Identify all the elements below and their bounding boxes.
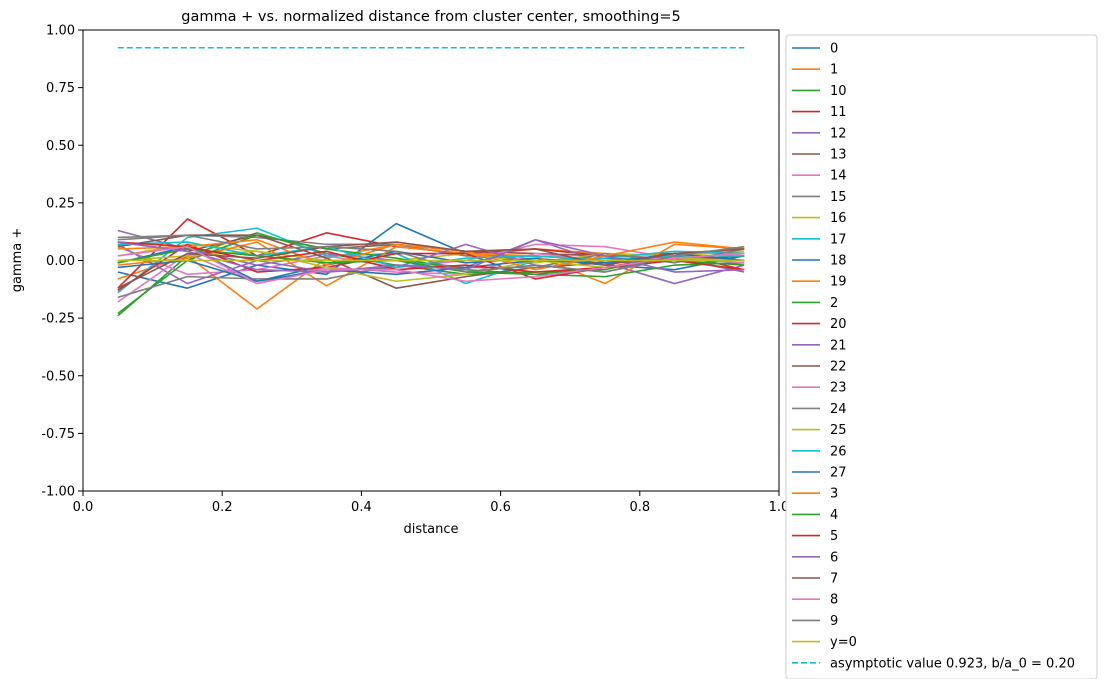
legend-label: 25	[830, 423, 847, 438]
series-line-3	[117, 238, 745, 271]
legend-label: 27	[830, 466, 847, 481]
legend-label: 18	[830, 254, 847, 269]
legend-label: 8	[830, 593, 838, 608]
legend-label: 1	[830, 63, 838, 78]
y-tick-label: -1.00	[41, 485, 75, 500]
x-tick-label: 0.0	[73, 500, 94, 515]
x-tick-label: 0.4	[351, 500, 372, 515]
legend-label: 2	[830, 296, 838, 311]
legend-label: 7	[830, 572, 838, 587]
y-tick-label: -0.25	[41, 312, 75, 327]
legend-label: asymptotic value 0.923, b/a_0 = 0.20	[830, 656, 1075, 671]
legend-label: 6	[830, 550, 838, 565]
y-tick-label: 0.75	[46, 81, 75, 96]
legend-label: 23	[830, 381, 847, 396]
legend-label: 5	[830, 529, 838, 544]
x-tick-label: 0.8	[629, 500, 650, 515]
legend-label: 0	[830, 42, 838, 57]
y-axis: 1.00 0.75 0.50 0.25 0.00 -0.25 -0.50 -0.75 -1.00	[41, 24, 83, 500]
y-axis-label: gamma +	[10, 228, 25, 293]
y-tick-label: -0.50	[41, 369, 75, 384]
series-layer	[117, 46, 745, 317]
y-tick-label: 1.00	[46, 24, 75, 39]
series-line-2	[117, 234, 745, 315]
y-tick-label: 0.00	[46, 254, 75, 269]
legend-label: 12	[830, 126, 847, 141]
x-tick-label: 0.2	[212, 500, 233, 515]
legend-label: 20	[830, 317, 847, 332]
series-line-17	[117, 227, 745, 294]
legend-label: 22	[830, 360, 847, 375]
legend-label: 13	[830, 148, 847, 163]
legend-label: 16	[830, 211, 847, 226]
series-line-18	[117, 245, 745, 283]
legend-box	[785, 34, 1098, 679]
legend-label: 11	[830, 105, 847, 120]
series-line-21	[117, 243, 745, 285]
x-axis-label: distance	[403, 522, 458, 537]
series-line-9	[117, 234, 745, 273]
legend-label: 15	[830, 190, 847, 205]
legend-label: 4	[830, 508, 838, 523]
series-line-22	[117, 234, 745, 289]
x-tick-label: 0.6	[490, 500, 511, 515]
x-tick-label: 1.0	[769, 500, 790, 515]
legend-label: 14	[830, 169, 847, 184]
y-tick-label: -0.75	[41, 427, 75, 442]
legend-label: 3	[830, 487, 838, 502]
y-tick-label: 0.50	[46, 139, 75, 154]
legend-label: 19	[830, 275, 847, 290]
x-axis: 0.0 0.2 0.4 0.6 0.8 1.0	[73, 491, 790, 515]
legend-label: 9	[830, 614, 838, 629]
legend-label: 24	[830, 402, 847, 417]
legend: 0 1 10 11 12 13 14 15 16 17 18 19 2 20 21 22 23 24 25 26 27 3…	[785, 34, 1098, 679]
legend-label: 17	[830, 232, 847, 247]
legend-label: 21	[830, 338, 847, 353]
legend-label: 26	[830, 444, 847, 459]
series-line-27	[117, 252, 745, 283]
chart-title: gamma + vs. normalized distance from clu…	[181, 9, 680, 25]
series-line-8	[117, 245, 745, 285]
y-tick-label: 0.25	[46, 196, 75, 211]
legend-label: y=0	[830, 635, 857, 650]
legend-label: 10	[830, 84, 847, 99]
series-line-7	[117, 241, 745, 289]
